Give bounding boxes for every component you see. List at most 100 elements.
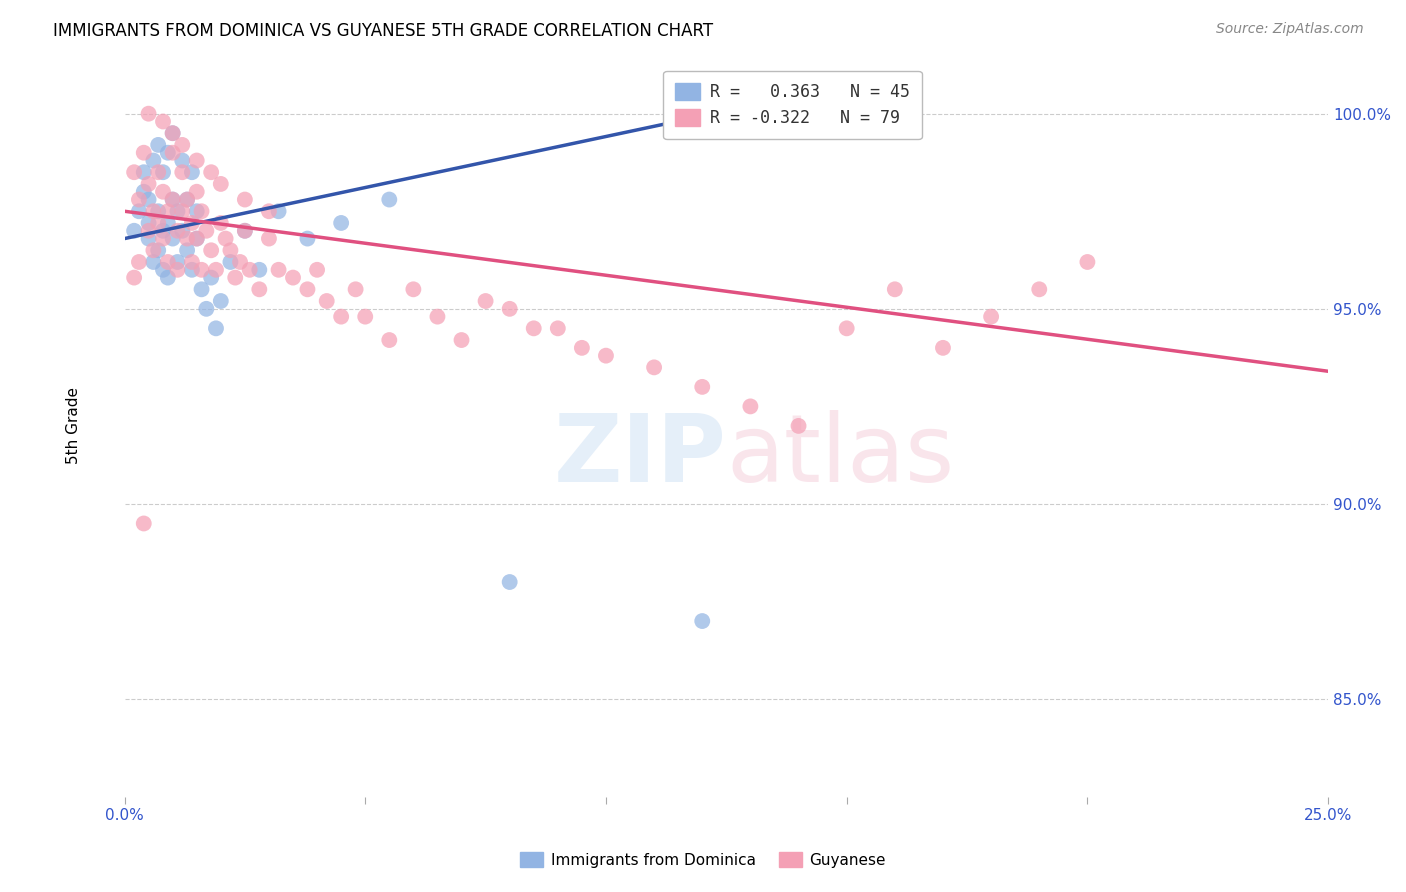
- Point: [132, 165, 155, 179]
- Point: [176, 244, 198, 258]
- Point: [450, 333, 472, 347]
- Point: [162, 193, 184, 207]
- Point: [315, 293, 337, 308]
- Point: [690, 380, 713, 394]
- Point: [166, 224, 188, 238]
- Point: [152, 262, 174, 277]
- Point: [205, 262, 228, 277]
- Point: [186, 204, 208, 219]
- Point: [330, 216, 353, 230]
- Point: [267, 204, 290, 219]
- Point: [233, 224, 256, 238]
- Point: [787, 418, 810, 433]
- Point: [148, 204, 170, 219]
- Point: [498, 574, 520, 589]
- Point: [247, 262, 270, 277]
- Point: [142, 255, 165, 269]
- Point: [205, 321, 228, 335]
- Text: ZIP: ZIP: [554, 409, 727, 501]
- Point: [156, 145, 179, 160]
- Point: [378, 193, 401, 207]
- Point: [128, 204, 150, 219]
- Point: [190, 262, 212, 277]
- Point: [172, 137, 194, 152]
- Point: [186, 185, 208, 199]
- Point: [402, 282, 425, 296]
- Point: [195, 224, 218, 238]
- Point: [186, 231, 208, 245]
- Point: [214, 231, 236, 245]
- Point: [233, 193, 256, 207]
- Point: [354, 310, 377, 324]
- Point: [330, 310, 353, 324]
- Point: [498, 301, 520, 316]
- Point: [138, 193, 160, 207]
- Point: [138, 177, 160, 191]
- Point: [740, 400, 762, 414]
- Text: IMMIGRANTS FROM DOMINICA VS GUYANESE 5TH GRADE CORRELATION CHART: IMMIGRANTS FROM DOMINICA VS GUYANESE 5TH…: [53, 22, 714, 40]
- Point: [307, 262, 329, 277]
- Point: [247, 282, 270, 296]
- Point: [474, 293, 496, 308]
- Point: [162, 126, 184, 140]
- Point: [595, 349, 617, 363]
- Point: [932, 341, 955, 355]
- Point: [200, 244, 222, 258]
- Point: [148, 244, 170, 258]
- Point: [152, 231, 174, 245]
- Point: [138, 231, 160, 245]
- Point: [1028, 282, 1050, 296]
- Point: [162, 145, 184, 160]
- Point: [200, 270, 222, 285]
- Point: [180, 262, 202, 277]
- Point: [176, 193, 198, 207]
- Legend: Immigrants from Dominica, Guyanese: Immigrants from Dominica, Guyanese: [515, 846, 891, 873]
- Point: [122, 270, 145, 285]
- Point: [166, 262, 188, 277]
- Point: [980, 310, 1002, 324]
- Point: [523, 321, 546, 335]
- Point: [835, 321, 858, 335]
- Point: [148, 216, 170, 230]
- Point: [128, 193, 150, 207]
- Point: [132, 145, 155, 160]
- Point: [128, 255, 150, 269]
- Point: [122, 165, 145, 179]
- Point: [267, 262, 290, 277]
- Point: [344, 282, 367, 296]
- Point: [148, 137, 170, 152]
- Point: [229, 255, 252, 269]
- Point: [219, 255, 242, 269]
- Point: [883, 282, 905, 296]
- Point: [200, 165, 222, 179]
- Point: [186, 153, 208, 168]
- Point: [152, 224, 174, 238]
- Point: [571, 341, 593, 355]
- Point: [152, 114, 174, 128]
- Point: [190, 204, 212, 219]
- Point: [166, 255, 188, 269]
- Point: [224, 270, 246, 285]
- Point: [156, 204, 179, 219]
- Point: [156, 216, 179, 230]
- Text: atlas: atlas: [727, 409, 955, 501]
- Point: [209, 293, 232, 308]
- Point: [426, 310, 449, 324]
- Point: [209, 177, 232, 191]
- Legend: R =   0.363   N = 45, R = -0.322   N = 79: R = 0.363 N = 45, R = -0.322 N = 79: [664, 70, 922, 139]
- Point: [156, 255, 179, 269]
- Point: [138, 216, 160, 230]
- Point: [166, 204, 188, 219]
- Point: [172, 224, 194, 238]
- Point: [162, 193, 184, 207]
- Point: [219, 244, 242, 258]
- Point: [172, 165, 194, 179]
- Point: [180, 216, 202, 230]
- Point: [233, 224, 256, 238]
- Point: [132, 516, 155, 531]
- Point: [138, 106, 160, 120]
- Point: [156, 270, 179, 285]
- Point: [257, 231, 280, 245]
- Text: Source: ZipAtlas.com: Source: ZipAtlas.com: [1216, 22, 1364, 37]
- Point: [186, 231, 208, 245]
